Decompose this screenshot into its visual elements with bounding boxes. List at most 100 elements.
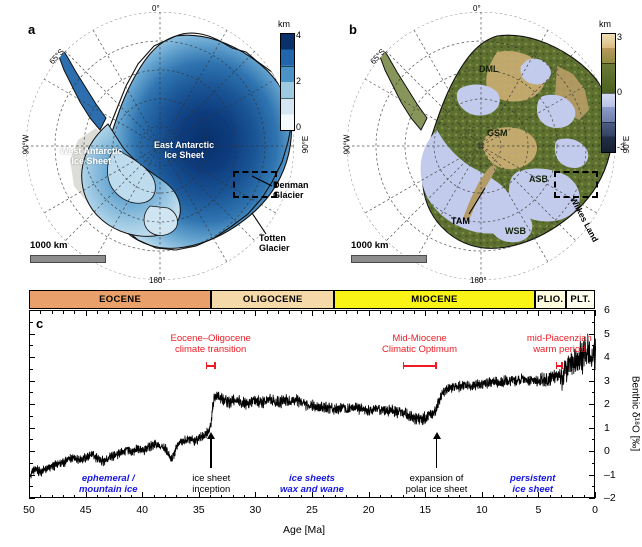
x-tick-label-0: 0	[592, 504, 598, 516]
axis-tick	[29, 333, 35, 335]
axis-tick	[62, 310, 64, 314]
axis-tick	[266, 310, 268, 314]
axis-tick	[312, 310, 313, 316]
graticule-label-90e-a: 90°E	[301, 135, 311, 154]
axis-tick	[470, 310, 472, 314]
colorbar-b-tick-neg3: -3	[617, 142, 626, 152]
epoch-bar-plio-: PLIO.	[534, 290, 566, 309]
x-tick-label-50: 50	[23, 504, 35, 516]
colorbar-b-tick-3: 3	[617, 32, 623, 42]
axis-tick	[119, 310, 121, 314]
colorbar-a-tick-4: 4	[296, 30, 302, 40]
axis-tick	[413, 310, 415, 314]
panel-a-map-graphic	[26, 12, 294, 280]
axis-tick	[29, 439, 33, 441]
graticule-label-0deg-a: 0°	[152, 4, 160, 13]
epoch-bar-miocene: MIOCENE	[334, 290, 535, 309]
isotope-line	[30, 333, 596, 479]
blue-state-label-2-line2: ice sheet	[512, 484, 554, 496]
x-tick-label-20: 20	[362, 504, 375, 516]
scalebar-a-label: 1000 km	[30, 240, 68, 251]
axis-tick	[266, 494, 268, 498]
axis-tick	[493, 310, 495, 314]
axis-tick	[368, 310, 370, 316]
axis-tick	[527, 494, 529, 498]
gsm-highland-b	[483, 127, 538, 170]
antarctic-peninsula-a	[57, 47, 107, 131]
scalebar-b-label: 1000 km	[351, 240, 389, 251]
chart-plot-area	[29, 310, 596, 498]
axis-tick	[504, 494, 506, 498]
axis-tick	[74, 310, 76, 314]
axis-tick	[29, 415, 33, 417]
red-event-label-0-line1: Eocene–Oligocene	[170, 333, 251, 344]
axis-tick	[142, 492, 144, 498]
x-tick-label-5: 5	[535, 504, 542, 516]
axis-tick	[436, 310, 438, 314]
label-eais-line2: Ice Sheet	[164, 150, 204, 161]
axis-tick	[108, 494, 110, 498]
label-asb: ASB	[529, 174, 549, 184]
axis-tick	[591, 368, 595, 370]
axis-tick	[447, 494, 449, 498]
label-denman-glacier: Denman Glacier	[273, 180, 309, 200]
axis-tick	[391, 494, 393, 498]
axis-tick	[278, 310, 280, 314]
wilkes-subglacial-basin-b	[488, 204, 533, 243]
axis-tick	[29, 486, 33, 488]
axis-tick	[368, 492, 370, 498]
label-totten-glacier: Totten Glacier	[259, 233, 290, 253]
axis-tick	[323, 494, 325, 498]
west-antarctic-basin-b	[420, 130, 517, 234]
axis-tick	[210, 494, 212, 498]
axis-tick	[595, 310, 596, 316]
axis-tick	[447, 310, 449, 314]
axis-tick	[504, 310, 506, 314]
axis-tick	[515, 310, 517, 314]
axis-tick	[561, 494, 563, 498]
y-tick-label-–2: –2	[604, 492, 616, 504]
x-tick-label-30: 30	[249, 504, 262, 516]
scalebar-b-bar	[351, 255, 427, 263]
label-tam: TAM	[451, 216, 470, 226]
axis-tick	[29, 427, 35, 429]
axis-tick	[515, 494, 517, 498]
label-east-antarctic-ice-sheet: East Antarctic Ice Sheet	[154, 140, 214, 160]
red-event-label-0: Eocene–Oligocene climate transition	[121, 333, 301, 355]
label-denman-line1: Denman	[273, 180, 309, 190]
study-area-box-a	[233, 171, 277, 198]
red-event-range-0	[205, 362, 216, 370]
red-range-cap-right	[434, 362, 437, 370]
colorbar-a-tick-2: 2	[296, 76, 302, 86]
panel-b-letter: b	[349, 22, 357, 37]
red-range-cap-left	[205, 362, 208, 370]
blue-state-label-2-line1: persistent	[510, 473, 556, 484]
axis-tick	[572, 494, 574, 498]
benthic-d18o-curve	[30, 333, 596, 479]
graticule-label-90w-a: 90°W	[21, 134, 31, 155]
x-tick-label-45: 45	[79, 504, 92, 516]
x-tick-label-15: 15	[419, 504, 432, 516]
axis-tick	[164, 494, 166, 498]
axis-tick	[402, 310, 404, 314]
axis-tick	[40, 310, 42, 314]
axis-tick	[589, 474, 595, 476]
x-tick-label-40: 40	[136, 504, 149, 516]
y-tick-label-6: 6	[604, 304, 610, 316]
axis-tick	[334, 494, 336, 498]
axis-tick	[312, 492, 313, 498]
axis-tick	[591, 439, 595, 441]
axis-tick	[583, 310, 585, 314]
colorbar-b-tick-0: 0	[617, 87, 623, 97]
y-tick-label-0: 0	[604, 445, 610, 457]
axis-tick	[29, 357, 35, 358]
axis-tick	[198, 310, 200, 316]
axis-tick	[29, 380, 35, 382]
red-event-label-2-line2: warm period	[533, 344, 586, 356]
event-arrow-shaft-1	[435, 438, 438, 468]
red-range-cap-left	[402, 362, 405, 370]
axis-tick	[130, 310, 132, 314]
axis-tick	[142, 310, 144, 316]
x-tick-label-25: 25	[306, 504, 318, 516]
label-dml: DML	[479, 64, 499, 74]
